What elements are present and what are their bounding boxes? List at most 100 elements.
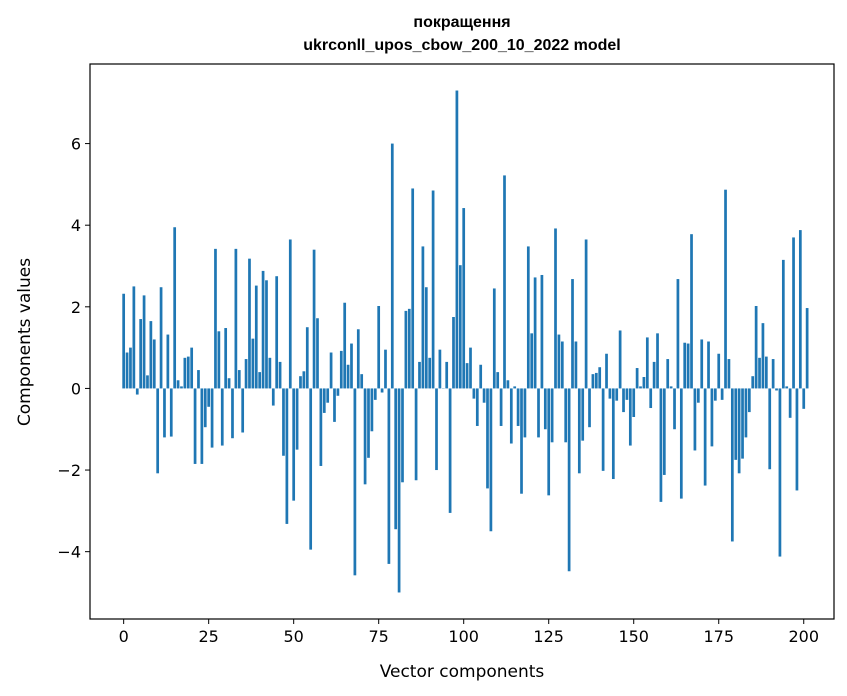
bar-117: [520, 388, 523, 494]
bar-65: [343, 302, 347, 389]
bar-154: [645, 337, 649, 389]
bar-197: [792, 237, 795, 389]
bar-107: [486, 388, 489, 489]
y-tick-label: 2: [71, 298, 81, 317]
bar-98: [455, 90, 459, 389]
bar-132: [571, 279, 574, 389]
bar-77: [384, 349, 387, 389]
bar-72: [367, 388, 370, 458]
bar-161: [669, 386, 673, 389]
bar-173: [710, 388, 714, 447]
bar-181: [737, 388, 741, 474]
bar-27: [214, 248, 217, 389]
bar-0: [122, 293, 126, 389]
bar-61: [329, 352, 333, 389]
bar-172: [707, 341, 710, 389]
bar-111: [499, 388, 503, 426]
bar-177: [724, 189, 727, 389]
bar-139: [594, 372, 598, 389]
bar-17: [180, 386, 183, 389]
bar-48: [285, 388, 289, 524]
bar-58: [319, 388, 323, 466]
bar-8: [149, 321, 153, 389]
bar-22: [197, 370, 200, 389]
bar-31: [227, 378, 231, 389]
x-tick-label: 125: [533, 627, 564, 646]
x-tick-label: 200: [788, 627, 819, 646]
y-axis-label: Components values: [15, 258, 35, 426]
bar-191: [771, 359, 775, 389]
bar-188: [761, 323, 765, 389]
bar-97: [452, 317, 455, 389]
bar-157: [656, 333, 659, 389]
bar-180: [734, 388, 738, 460]
bar-12: [163, 388, 166, 438]
bar-6: [142, 295, 146, 389]
bar-21: [193, 388, 197, 464]
bar-126: [550, 388, 554, 443]
bar-106: [482, 388, 486, 403]
bar-62: [333, 388, 336, 422]
bar-124: [543, 388, 547, 430]
bar-87: [418, 361, 421, 389]
bar-28: [217, 331, 221, 389]
bar-190: [768, 388, 772, 470]
plot-frame: [89, 63, 835, 620]
x-axis-label: Vector components: [380, 662, 545, 682]
bar-32: [231, 388, 234, 439]
bar-9: [152, 339, 156, 389]
bar-144: [611, 388, 615, 480]
bar-137: [588, 388, 591, 428]
bar-118: [523, 388, 527, 438]
bar-29: [220, 388, 224, 446]
bar-141: [601, 388, 605, 471]
bar-40: [258, 372, 262, 389]
bar-20: [190, 347, 194, 389]
bar-73: [370, 388, 374, 432]
bar-76: [380, 388, 384, 393]
bar-152: [639, 386, 642, 389]
bar-68: [353, 388, 357, 576]
bar-136: [584, 239, 588, 389]
bar-115: [513, 386, 517, 389]
bar-11: [159, 287, 163, 389]
bar-195: [785, 386, 789, 389]
x-tick-label: 75: [369, 627, 389, 646]
bar-142: [605, 353, 608, 389]
bar-125: [547, 388, 551, 496]
bar-146: [618, 330, 622, 389]
bar-70: [360, 374, 364, 389]
bar-24: [203, 388, 207, 428]
bar-69: [356, 329, 360, 389]
bar-114: [509, 388, 513, 444]
bar-41: [261, 270, 265, 389]
bar-179: [730, 388, 734, 542]
bar-60: [326, 388, 330, 403]
bar-145: [615, 388, 619, 401]
bar-34: [237, 370, 241, 389]
bar-74: [373, 388, 377, 400]
bar-113: [506, 380, 510, 389]
bar-138: [591, 374, 595, 389]
bar-75: [377, 306, 381, 389]
bar-166: [686, 343, 690, 389]
x-tick-label: 150: [618, 627, 649, 646]
bar-116: [516, 388, 520, 426]
bar-112: [503, 175, 506, 389]
bar-168: [693, 388, 697, 451]
bar-66: [346, 364, 350, 389]
bar-101: [465, 363, 469, 389]
bar-39: [254, 285, 258, 389]
bar-46: [278, 361, 282, 389]
x-tick-label: 100: [448, 627, 479, 646]
y-tick-label: 0: [71, 379, 81, 398]
bar-186: [754, 306, 758, 389]
chart-title-line-2: ukrconll_upos_cbow_200_10_2022 model: [303, 37, 620, 54]
bar-18: [183, 357, 187, 389]
bar-79: [390, 143, 394, 389]
x-tick-label: 0: [119, 627, 129, 646]
bar-169: [696, 388, 700, 403]
bar-57: [316, 318, 319, 389]
y-tick-label: 4: [71, 216, 81, 235]
bar-81: [397, 388, 401, 593]
